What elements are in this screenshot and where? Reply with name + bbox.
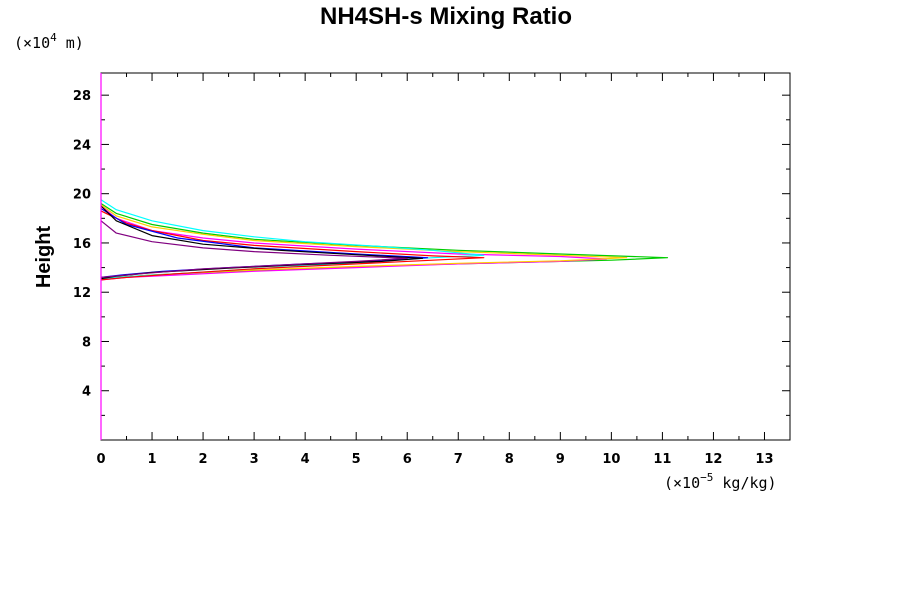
x-tick-label: 0 <box>96 452 105 467</box>
x-unit-suffix: kg/kg) <box>713 474 776 492</box>
x-unit-prefix: (×10 <box>664 474 700 492</box>
x-tick-label: 8 <box>505 452 514 467</box>
series-line-5 <box>100 210 485 281</box>
y-unit-exponent: 4 <box>50 31 57 44</box>
y-tick-label: 28 <box>73 89 91 104</box>
x-tick-label: 11 <box>653 452 671 467</box>
series-line-8 <box>100 220 408 278</box>
x-tick-label: 13 <box>755 452 773 467</box>
x-tick-label: 6 <box>403 452 412 467</box>
y-tick-label: 24 <box>73 138 91 153</box>
chart-title: NH4SH-s Mixing Ratio <box>320 3 572 30</box>
x-tick-label: 12 <box>704 452 722 467</box>
series-line-2 <box>100 205 607 281</box>
x-tick-label: 4 <box>301 452 310 467</box>
x-unit-exponent: −5 <box>700 471 713 484</box>
x-tick-label: 7 <box>454 452 463 467</box>
x-tick-label: 5 <box>352 452 361 467</box>
y-tick-label: 16 <box>73 237 91 252</box>
x-unit-label: (×10−5 kg/kg) <box>664 471 777 492</box>
x-tick-label: 1 <box>148 452 157 467</box>
y-unit-prefix: (×10 <box>14 34 50 52</box>
x-tick-label: 3 <box>250 452 259 467</box>
y-unit-label: (×104 m) <box>14 31 84 52</box>
x-tick-label: 9 <box>556 452 565 467</box>
x-tick-label: 10 <box>602 452 620 467</box>
y-unit-suffix: m) <box>57 34 84 52</box>
x-tick-label: 2 <box>199 452 208 467</box>
y-tick-label: 12 <box>73 286 91 301</box>
y-tick-label: 8 <box>82 335 91 350</box>
y-tick-label: 20 <box>73 188 91 203</box>
y-tick-label: 4 <box>82 385 91 400</box>
y-axis-label: Height <box>33 226 55 289</box>
